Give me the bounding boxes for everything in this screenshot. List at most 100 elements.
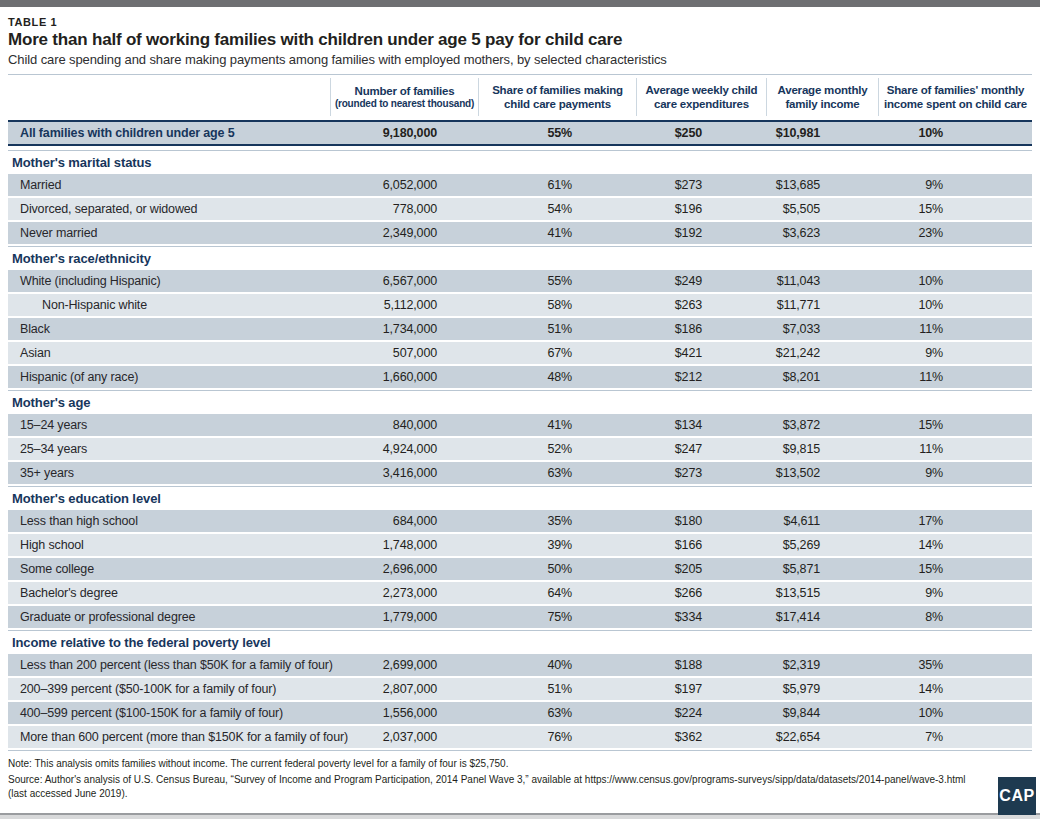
row-value: $5,505: [766, 198, 878, 220]
row-label: 25–34 years: [8, 438, 330, 460]
row-value: $188: [636, 654, 766, 676]
table-row: Graduate or professional degree1,779,000…: [8, 606, 1032, 628]
row-value: 3,416,000: [330, 462, 478, 484]
row-value: $17,414: [766, 606, 878, 628]
table-row: 200–399 percent ($50-100K for a family o…: [8, 678, 1032, 700]
row-value: 4,924,000: [330, 438, 478, 460]
row-value: 6,052,000: [330, 174, 478, 196]
column-header-number-of-families: Number of families (rounded to nearest t…: [330, 78, 478, 116]
table-title: More than half of working families with …: [8, 30, 1032, 50]
section-header-row: Mother's education level: [8, 486, 1032, 508]
section-title: Mother's race/ethnicity: [8, 251, 1032, 266]
column-header-weekly-expenditures: Average weekly child care expenditures: [636, 78, 766, 116]
row-label: Non-Hispanic white: [8, 294, 330, 316]
row-value: $7,033: [766, 318, 878, 340]
row-value: $263: [636, 294, 766, 316]
row-value: $10,981: [766, 122, 878, 144]
row-value: 40%: [478, 654, 636, 676]
table-row: 400–599 percent ($100-150K for a family …: [8, 702, 1032, 724]
row-value: 55%: [478, 270, 636, 292]
row-value: 35%: [878, 654, 1032, 676]
row-value: 39%: [478, 534, 636, 556]
column-header-share-paying: Share of families making child care paym…: [478, 78, 636, 116]
row-value: 840,000: [330, 414, 478, 436]
row-value: 61%: [478, 174, 636, 196]
row-value: 684,000: [330, 510, 478, 532]
row-value: $212: [636, 366, 766, 388]
row-value: $192: [636, 222, 766, 244]
row-label: Some college: [8, 558, 330, 580]
table-content: TABLE 1 More than half of working famili…: [8, 7, 1032, 800]
row-value: 9%: [878, 342, 1032, 364]
row-label: Asian: [8, 342, 330, 364]
row-value: 11%: [878, 438, 1032, 460]
row-value: $3,872: [766, 414, 878, 436]
row-value: 6,567,000: [330, 270, 478, 292]
row-value: 778,000: [330, 198, 478, 220]
row-label: Graduate or professional degree: [8, 606, 330, 628]
row-value: $186: [636, 318, 766, 340]
table-number-label: TABLE 1: [8, 16, 1032, 28]
row-value: 1,556,000: [330, 702, 478, 724]
bottom-divider-bar: [0, 813, 1040, 819]
row-label: Less than 200 percent (less than $50K fo…: [8, 654, 330, 676]
row-value: 51%: [478, 678, 636, 700]
column-header-label: Share of families making child care paym…: [481, 83, 634, 111]
row-value: 63%: [478, 702, 636, 724]
row-value: 51%: [478, 318, 636, 340]
row-value: 507,000: [330, 342, 478, 364]
table-row: Less than 200 percent (less than $50K fo…: [8, 654, 1032, 676]
table-notes: Note: This analysis omits families witho…: [8, 750, 1032, 800]
row-label: More than 600 percent (more than $150K f…: [8, 726, 330, 748]
table-row: Asian507,00067%$421$21,2429%: [8, 342, 1032, 364]
column-header-label: Share of families' monthly income spent …: [881, 83, 1030, 111]
row-value: $250: [636, 122, 766, 144]
row-value: 10%: [878, 270, 1032, 292]
row-value: 55%: [478, 122, 636, 144]
row-label: Married: [8, 174, 330, 196]
row-value: 15%: [878, 558, 1032, 580]
source-text: Source: Author's analysis of U.S. Census…: [8, 773, 986, 800]
row-value: $266: [636, 582, 766, 604]
table-row: Hispanic (of any race)1,660,00048%$212$8…: [8, 366, 1032, 388]
row-value: 8%: [878, 606, 1032, 628]
table-row: 35+ years3,416,00063%$273$13,5029%: [8, 462, 1032, 484]
section-title: Mother's marital status: [8, 155, 1032, 170]
row-value: $196: [636, 198, 766, 220]
row-value: $273: [636, 462, 766, 484]
row-label: White (including Hispanic): [8, 270, 330, 292]
row-value: $11,771: [766, 294, 878, 316]
row-value: $180: [636, 510, 766, 532]
row-value: 67%: [478, 342, 636, 364]
row-value: 10%: [878, 702, 1032, 724]
row-value: $247: [636, 438, 766, 460]
column-header-monthly-income: Average monthly family income: [766, 78, 878, 116]
note-text: Note: This analysis omits families witho…: [8, 757, 1032, 770]
row-value: 58%: [478, 294, 636, 316]
row-value: 64%: [478, 582, 636, 604]
section-title: Income relative to the federal poverty l…: [8, 635, 1032, 650]
column-header-sublabel: (rounded to nearest thousand): [333, 98, 476, 110]
row-label: 200–399 percent ($50-100K for a family o…: [8, 678, 330, 700]
row-value: $362: [636, 726, 766, 748]
table-row: Black1,734,00051%$186$7,03311%: [8, 318, 1032, 340]
row-value: 7%: [878, 726, 1032, 748]
column-header-label: Average weekly child care expenditures: [639, 83, 764, 111]
row-value: $4,611: [766, 510, 878, 532]
row-value: 1,734,000: [330, 318, 478, 340]
section-header-row: Income relative to the federal poverty l…: [8, 630, 1032, 652]
row-value: 54%: [478, 198, 636, 220]
table-body: All families with children under age 59,…: [8, 120, 1032, 748]
row-value: 76%: [478, 726, 636, 748]
row-value: 2,699,000: [330, 654, 478, 676]
row-value: 2,696,000: [330, 558, 478, 580]
row-value: 48%: [478, 366, 636, 388]
total-row: All families with children under age 59,…: [8, 120, 1032, 146]
row-value: 2,273,000: [330, 582, 478, 604]
table-row: Less than high school684,00035%$180$4,61…: [8, 510, 1032, 532]
table-row: 25–34 years4,924,00052%$247$9,81511%: [8, 438, 1032, 460]
column-header-share-of-income: Share of families' monthly income spent …: [878, 78, 1032, 116]
row-value: 9,180,000: [330, 122, 478, 144]
row-value: 5,112,000: [330, 294, 478, 316]
row-label: Hispanic (of any race): [8, 366, 330, 388]
